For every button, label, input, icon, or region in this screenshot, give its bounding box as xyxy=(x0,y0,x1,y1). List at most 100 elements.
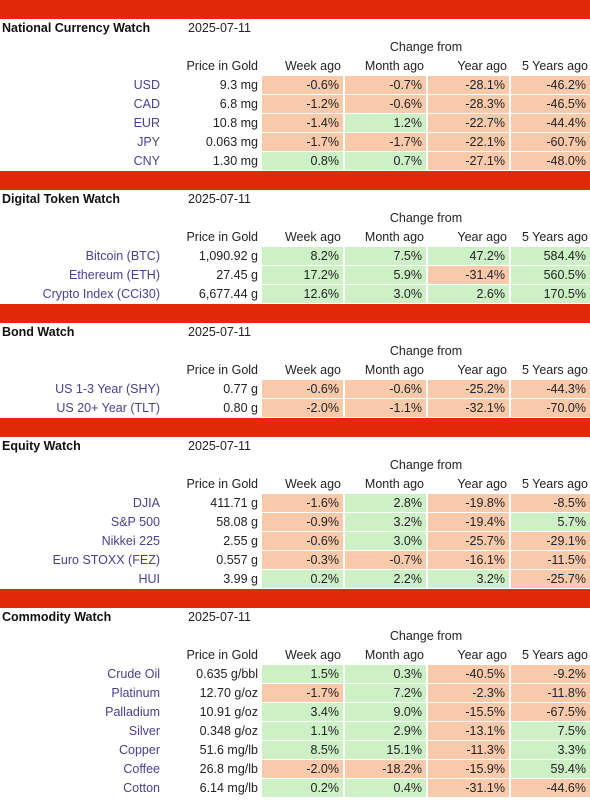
price-in-gold: 0.77 g xyxy=(223,382,258,396)
change-cell: 584.4% xyxy=(511,247,590,265)
table-row: HUI 3.99 g 0.2% 2.2% 3.2% -25.7% xyxy=(0,570,590,589)
column-header-5-years-ago: 5 Years ago xyxy=(521,363,588,377)
change-cell: -32.1% xyxy=(428,399,509,417)
price-in-gold: 411.71 g xyxy=(210,496,258,510)
change-cell: 9.0% xyxy=(345,703,426,721)
asset-label: S&P 500 xyxy=(110,515,160,529)
column-header-year-ago: Year ago xyxy=(457,648,507,662)
asset-label: Coffee xyxy=(123,762,160,776)
table-row: S&P 500 58.08 g -0.9% 3.2% -19.4% 5.7% xyxy=(0,513,590,532)
column-header-month-ago: Month ago xyxy=(364,477,424,491)
change-cell: -15.9% xyxy=(428,760,509,778)
table-row: CAD 6.8 mg -1.2% -0.6% -28.3% -46.5% xyxy=(0,95,590,114)
table-row: DJIA 411.71 g -1.6% 2.8% -19.8% -8.5% xyxy=(0,494,590,513)
column-header-year-ago: Year ago xyxy=(457,59,507,73)
section-equity-watch: Equity Watch 2025-07-11 Change from Price i… xyxy=(0,418,590,589)
price-in-gold: 0.063 mg xyxy=(205,135,258,149)
change-cell: -18.2% xyxy=(345,760,426,778)
table-row: US 20+ Year (TLT) 0.80 g -2.0% -1.1% -32.1% -… xyxy=(0,399,590,418)
change-cell: 1.2% xyxy=(345,114,426,132)
column-header-price-in-gold: Price in Gold xyxy=(186,648,258,662)
section-title: Commodity Watch xyxy=(2,610,112,624)
asset-label: Euro STOXX (FEZ) xyxy=(52,553,160,567)
column-header-price-in-gold: Price in Gold xyxy=(186,363,258,377)
change-cell: -1.7% xyxy=(262,133,343,151)
change-cell: -0.6% xyxy=(262,532,343,550)
price-in-gold: 6.14 mg/lb xyxy=(199,781,258,795)
change-cell: -25.2% xyxy=(428,380,509,398)
section-divider-bar xyxy=(0,418,590,437)
column-header-week-ago: Week ago xyxy=(284,477,341,491)
table-row: Bitcoin (BTC) 1,090.92 g 8.2% 7.5% 47.2% 584.… xyxy=(0,247,590,266)
asset-label: Silver xyxy=(128,724,160,738)
table-row: Crypto Index (CCi30) 6,677.44 g 12.6% 3.0% 2… xyxy=(0,285,590,304)
asset-label: HUI xyxy=(138,572,160,586)
change-cell: 47.2% xyxy=(428,247,509,265)
column-header-5-years-ago: 5 Years ago xyxy=(521,648,588,662)
change-cell: -19.8% xyxy=(428,494,509,512)
change-cell: 2.9% xyxy=(345,722,426,740)
change-cell: 59.4% xyxy=(511,760,590,778)
section-title: National Currency Watch xyxy=(2,21,151,35)
change-cell: -0.6% xyxy=(345,380,426,398)
change-cell: -28.1% xyxy=(428,76,509,94)
price-in-gold: 10.8 mg xyxy=(212,116,258,130)
change-from-header: Change from xyxy=(389,458,463,472)
change-cell: 560.5% xyxy=(511,266,590,284)
column-header-row: Price in Gold Week ago Month ago Year ago 5 … xyxy=(0,361,590,380)
change-from-row: Change from xyxy=(0,342,590,361)
change-cell: 8.2% xyxy=(262,247,343,265)
change-from-row: Change from xyxy=(0,456,590,475)
asset-label: Ethereum (ETH) xyxy=(69,268,160,282)
change-cell: -11.5% xyxy=(511,551,590,569)
table-row: Cotton 6.14 mg/lb 0.2% 0.4% -31.1% -44.6% xyxy=(0,779,590,798)
asset-label: EUR xyxy=(133,116,160,130)
asset-label: Nikkei 225 xyxy=(101,534,160,548)
table-row: EUR 10.8 mg -1.4% 1.2% -22.7% -44.4% xyxy=(0,114,590,133)
change-cell: -25.7% xyxy=(511,570,590,588)
change-cell: 3.4% xyxy=(262,703,343,721)
change-cell: -19.4% xyxy=(428,513,509,531)
section-digital-token-watch: Digital Token Watch 2025-07-11 Change from… xyxy=(0,171,590,304)
table-row: Ethereum (ETH) 27.45 g 17.2% 5.9% -31.4% 560.… xyxy=(0,266,590,285)
change-cell: -11.3% xyxy=(428,741,509,759)
column-header-year-ago: Year ago xyxy=(457,230,507,244)
change-cell: 3.0% xyxy=(345,532,426,550)
price-in-gold: 10.91 g/oz xyxy=(199,705,258,719)
change-cell: 5.9% xyxy=(345,266,426,284)
asset-label: USD xyxy=(133,78,160,92)
column-header-month-ago: Month ago xyxy=(364,648,424,662)
asset-label: Copper xyxy=(119,743,160,757)
section-title-row: Bond Watch 2025-07-11 xyxy=(0,323,590,342)
table-row: Coffee 26.8 mg/lb -2.0% -18.2% -15.9% 59.4% xyxy=(0,760,590,779)
change-cell: 5.7% xyxy=(511,513,590,531)
column-header-price-in-gold: Price in Gold xyxy=(186,230,258,244)
asset-label: DJIA xyxy=(132,496,160,510)
price-in-gold: 58.08 g xyxy=(216,515,258,529)
change-cell: 0.3% xyxy=(345,665,426,683)
section-date: 2025-07-11 xyxy=(188,610,252,624)
change-cell: 8.5% xyxy=(262,741,343,759)
change-cell: -31.1% xyxy=(428,779,509,797)
change-cell: -46.5% xyxy=(511,95,590,113)
change-cell: 1.1% xyxy=(262,722,343,740)
section-divider-bar xyxy=(0,589,590,608)
asset-label: JPY xyxy=(137,135,160,149)
asset-label: Bitcoin (BTC) xyxy=(85,249,160,263)
section-date: 2025-07-11 xyxy=(188,325,252,339)
change-cell: 3.3% xyxy=(511,741,590,759)
change-cell: -2.3% xyxy=(428,684,509,702)
asset-label: CAD xyxy=(133,97,160,111)
section-title: Equity Watch xyxy=(2,439,81,453)
asset-label: Palladium xyxy=(105,705,160,719)
change-cell: -70.0% xyxy=(511,399,590,417)
section-title-row: National Currency Watch 2025-07-11 xyxy=(0,19,590,38)
price-in-gold: 27.45 g xyxy=(216,268,258,282)
price-in-gold: 3.99 g xyxy=(223,572,258,586)
section-commodity-watch: Commodity Watch 2025-07-11 Change from Pric… xyxy=(0,589,590,798)
section-divider-bar xyxy=(0,0,590,19)
asset-label: Platinum xyxy=(111,686,160,700)
section-divider-bar xyxy=(0,304,590,323)
section-divider-bar xyxy=(0,171,590,190)
